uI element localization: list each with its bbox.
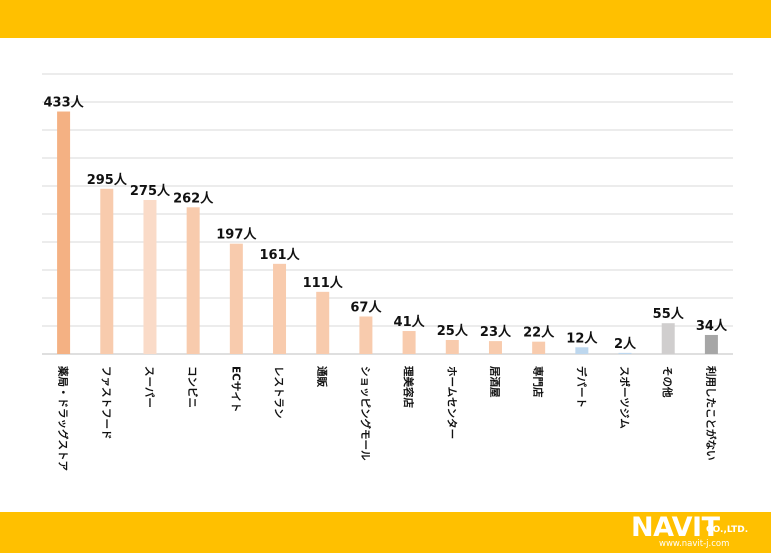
bottom-banner [0, 512, 771, 553]
bar-6 [273, 263, 287, 354]
value-label-15: 55人 [653, 306, 685, 322]
navit-logo: NAVIT CO.,LTD. www.navit-j.com [631, 514, 761, 550]
value-label-5: 197人 [216, 227, 257, 243]
top-banner [0, 0, 771, 38]
category-label-14: スポーツジム [618, 366, 631, 429]
bar-5 [229, 243, 243, 354]
category-label-1: 薬局・ドラッグストア [57, 365, 70, 471]
value-label-10: 25人 [437, 323, 469, 339]
value-label-11: 23人 [480, 324, 512, 340]
value-label-1: 433人 [44, 95, 85, 111]
bar-13 [575, 347, 589, 354]
logo-url: www.navit-j.com [659, 539, 730, 549]
bar-15 [661, 323, 675, 354]
category-label-6: レストラン [273, 366, 285, 419]
category-label-4: コンビニ [186, 366, 199, 408]
category-label-2: ファストフード [100, 366, 112, 440]
bar-11 [488, 341, 502, 354]
bar-9 [402, 331, 416, 354]
value-label-9: 41人 [394, 314, 426, 330]
value-label-4: 262人 [173, 190, 214, 206]
category-label-3: スーパー [143, 366, 155, 408]
bar-3 [143, 200, 157, 354]
logo-company-suffix: CO.,LTD. [706, 525, 749, 535]
category-label-15: その他 [661, 366, 674, 398]
logo-main-text: NAVIT [631, 512, 720, 543]
bar-2 [100, 188, 114, 354]
value-label-16: 34人 [696, 318, 728, 334]
category-label-8: ショッピングモール [359, 366, 372, 461]
value-label-6: 161人 [259, 247, 300, 263]
bar-12 [532, 341, 546, 354]
bar-4 [186, 207, 200, 354]
category-label-9: 理美容店 [402, 366, 415, 408]
value-label-8: 67人 [350, 299, 382, 315]
bar-1 [57, 111, 71, 355]
category-label-16: 利用したことがない [704, 366, 717, 461]
bar-8 [359, 316, 373, 354]
bar-7 [316, 291, 330, 354]
category-label-13: デパート [575, 366, 588, 408]
value-label-14: 2人 [614, 336, 637, 352]
bar-14 [618, 352, 632, 354]
value-label-2: 295人 [87, 172, 128, 188]
value-label-3: 275人 [130, 183, 171, 199]
value-label-7: 111人 [303, 275, 344, 291]
bar-10 [445, 340, 459, 354]
value-label-12: 22人 [523, 325, 555, 341]
category-label-11: 居酒屋 [488, 366, 501, 398]
category-label-12: 専門店 [532, 366, 545, 398]
category-label-10: ホームセンター [445, 366, 457, 439]
value-label-13: 12人 [566, 330, 598, 346]
bar-16 [704, 334, 718, 354]
category-label-7: 通販 [316, 366, 329, 387]
category-label-5: ECサイト [229, 366, 241, 412]
